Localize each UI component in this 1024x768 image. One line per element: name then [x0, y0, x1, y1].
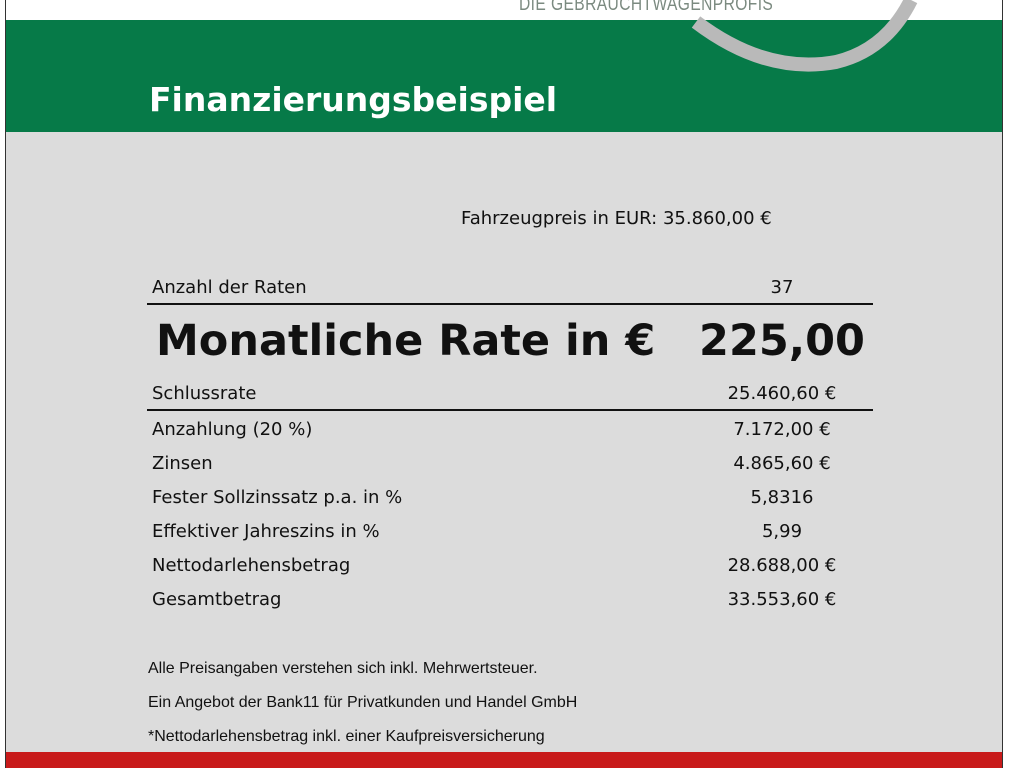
row-label: Monatliche Rate in € — [156, 316, 656, 366]
footer-bar — [6, 752, 1002, 768]
row-label: Anzahl der Raten — [152, 277, 307, 298]
row-value: 25.460,60 € — [727, 383, 837, 404]
note-insurance: *Nettodarlehensbetrag inkl. einer Kaufpr… — [148, 728, 545, 745]
note-vat: Alle Preisangaben verstehen sich inkl. M… — [148, 660, 538, 677]
page-title: Finanzierungsbeispiel — [149, 80, 558, 119]
row-value: 225,00 — [699, 316, 865, 366]
divider — [147, 409, 873, 411]
row-label: Zinsen — [152, 453, 213, 474]
row-label: Nettodarlehensbetrag — [152, 555, 351, 576]
note-bank: Ein Angebot der Bank11 für Privatkunden … — [148, 694, 578, 711]
vehicle-price-label: Fahrzeugpreis in EUR: — [461, 208, 658, 229]
row-label: Anzahlung (20 %) — [152, 419, 313, 440]
row-label: Gesamtbetrag — [152, 589, 282, 610]
row-value: 7.172,00 € — [733, 419, 831, 440]
row-value: 28.688,00 € — [727, 555, 837, 576]
divider — [147, 303, 873, 305]
header-banner: Finanzierungsbeispiel — [6, 20, 1002, 132]
row-value: 37 — [770, 277, 794, 298]
row-label: Effektiver Jahreszins in % — [152, 521, 380, 542]
row-value: 5,99 — [761, 521, 803, 542]
row-label: Schlussrate — [152, 383, 257, 404]
row-value: 33.553,60 € — [727, 589, 837, 610]
vehicle-price: Fahrzeugpreis in EUR: 35.860,00 € — [461, 208, 772, 229]
brand-tagline: DIE GEBRAUCHTWAGENPROFIS — [519, 0, 774, 15]
row-label: Fester Sollzinssatz p.a. in % — [152, 487, 403, 508]
logo-area: DIE GEBRAUCHTWAGENPROFIS — [6, 0, 1002, 20]
logo-arc-icon — [691, 0, 918, 72]
row-value: 4.865,60 € — [733, 453, 831, 474]
row-value: 5,8316 — [750, 487, 814, 508]
vehicle-price-value: 35.860,00 € — [662, 208, 772, 229]
financing-card: DIE GEBRAUCHTWAGENPROFIS Finanzierungsbe… — [5, 0, 1003, 768]
